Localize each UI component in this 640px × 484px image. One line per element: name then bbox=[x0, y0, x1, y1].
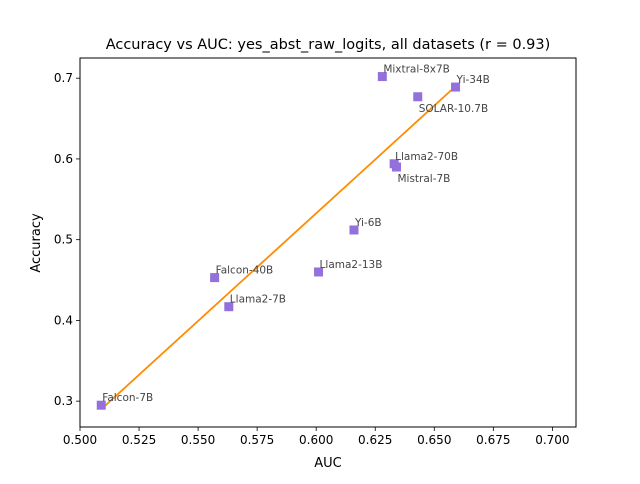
point-label: Mistral-7B bbox=[397, 173, 450, 185]
y-tick-label: 0.6 bbox=[54, 152, 73, 166]
point-label: Llama2-70B bbox=[395, 151, 458, 163]
point-label: Falcon-7B bbox=[102, 392, 153, 404]
x-tick-label: 0.525 bbox=[122, 433, 156, 447]
data-point bbox=[391, 162, 401, 172]
y-tick-label: 0.3 bbox=[54, 394, 73, 408]
x-tick-label: 0.650 bbox=[417, 433, 451, 447]
x-tick-label: 0.500 bbox=[63, 433, 97, 447]
chart-title: Accuracy vs AUC: yes_abst_raw_logits, al… bbox=[106, 37, 551, 53]
data-point bbox=[349, 225, 359, 235]
x-tick-label: 0.550 bbox=[181, 433, 215, 447]
x-tick-label: 0.700 bbox=[535, 433, 569, 447]
y-axis-label: Accuracy bbox=[29, 213, 44, 273]
axes-frame bbox=[79, 57, 577, 428]
point-label: SOLAR-10.7B bbox=[419, 103, 488, 115]
data-point bbox=[96, 400, 106, 410]
y-tick-label: 0.4 bbox=[54, 313, 73, 327]
x-tick-label: 0.575 bbox=[240, 433, 274, 447]
y-tick-label: 0.7 bbox=[54, 71, 73, 85]
data-point bbox=[451, 82, 461, 92]
plot-area: 0.500 0.525 0.550 0.575 0.600 0.625 0.650 0.675… bbox=[54, 64, 570, 447]
regression-line bbox=[100, 85, 457, 410]
x-tick-label: 0.600 bbox=[299, 433, 333, 447]
data-point bbox=[377, 72, 387, 82]
y-tick-label: 0.5 bbox=[54, 233, 73, 247]
x-tick-label: 0.675 bbox=[476, 433, 510, 447]
x-axis-label: AUC bbox=[314, 456, 342, 471]
point-label: Mixtral-8x7B bbox=[383, 64, 450, 76]
x-tick-label: 0.625 bbox=[358, 433, 392, 447]
data-point bbox=[413, 92, 423, 102]
data-point bbox=[314, 267, 324, 277]
point-label: Yi-6B bbox=[354, 217, 382, 229]
point-label: Falcon-40B bbox=[216, 265, 274, 277]
point-label: Llama2-7B bbox=[230, 294, 286, 306]
point-label: Yi-34B bbox=[456, 74, 490, 86]
data-point bbox=[224, 302, 234, 312]
point-label: Llama2-13B bbox=[320, 259, 383, 271]
data-point bbox=[210, 273, 220, 283]
